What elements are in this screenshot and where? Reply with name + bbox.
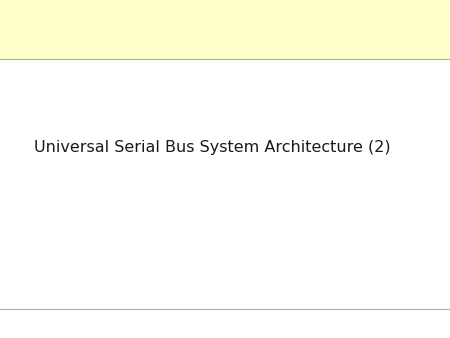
Bar (0, 0, 450, 59)
Text: Universal Serial Bus System Architecture (2): Universal Serial Bus System Architecture… (34, 140, 391, 154)
